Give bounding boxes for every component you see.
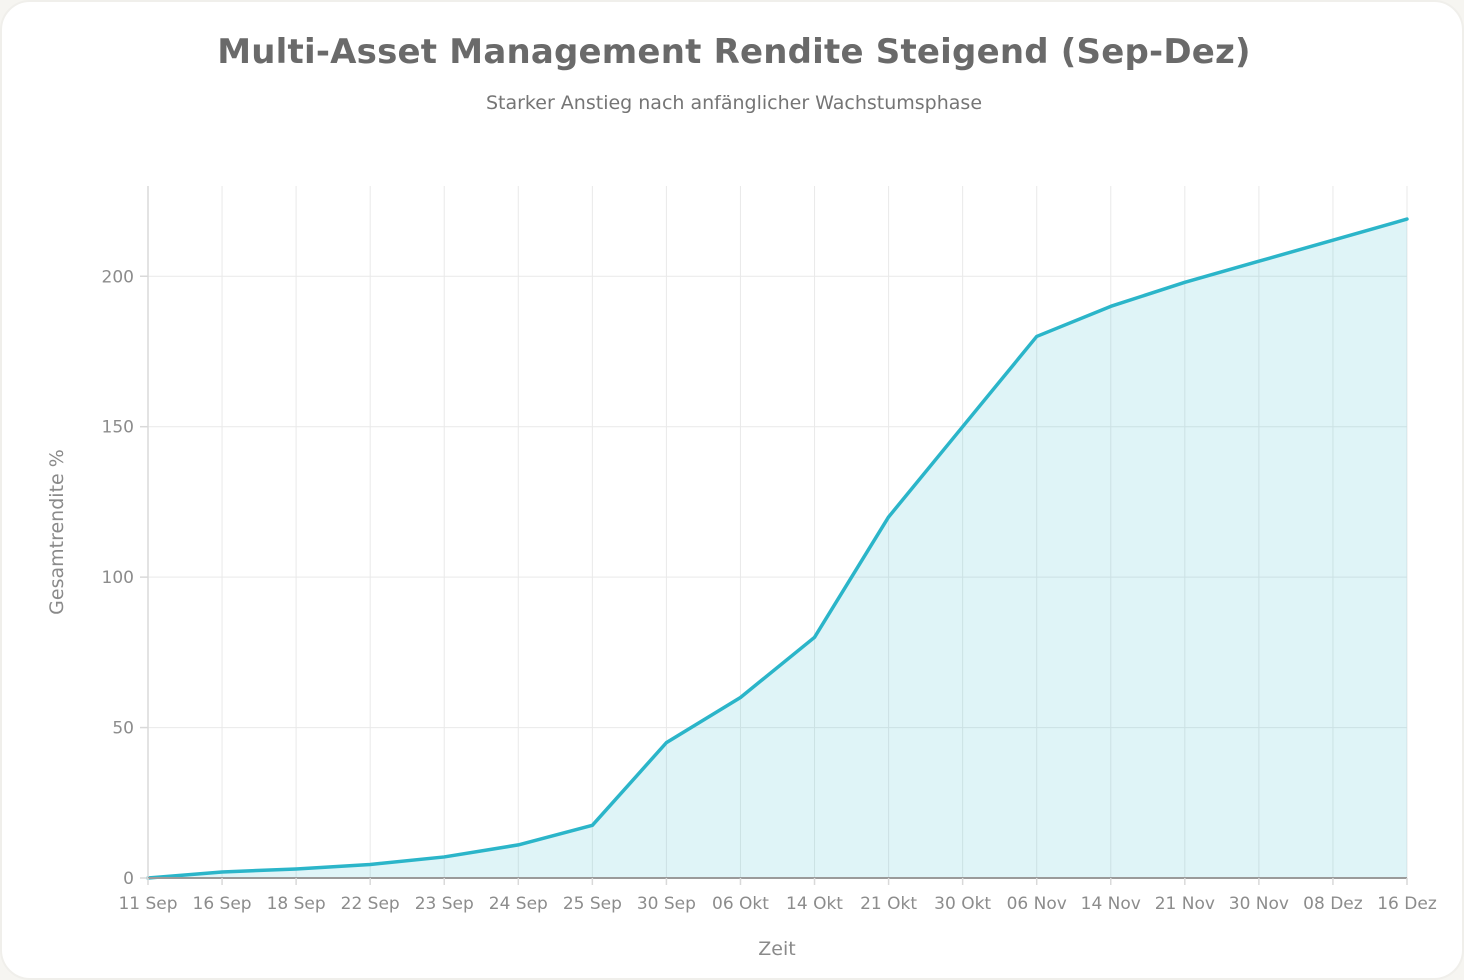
y-tick-label: 0 [123, 869, 134, 889]
y-axis-title: Gesamtrendite % [46, 449, 68, 615]
x-tick-label: 16 Dez [1377, 894, 1437, 914]
x-tick-label: 22 Sep [341, 894, 400, 914]
x-tick-label: 21 Nov [1155, 894, 1215, 914]
chart-title: Multi-Asset Management Rendite Steigend … [217, 32, 1251, 72]
y-tick-label: 100 [102, 568, 134, 588]
area-fill [148, 219, 1407, 879]
x-tick-label: 16 Sep [193, 894, 252, 914]
x-tick-label: 14 Okt [786, 894, 843, 914]
x-tick-label: 25 Sep [563, 894, 622, 914]
x-tick-label: 11 Sep [118, 894, 177, 914]
y-tick-label: 50 [112, 719, 134, 739]
x-tick-label: 18 Sep [267, 894, 326, 914]
x-tick-label: 08 Dez [1303, 894, 1363, 914]
x-tick-label: 06 Nov [1007, 894, 1067, 914]
x-tick-label: 24 Sep [489, 894, 548, 914]
x-tick-label: 21 Okt [860, 894, 917, 914]
data-line [146, 217, 1409, 880]
x-tick-label: 30 Nov [1229, 894, 1289, 914]
y-tick-label: 200 [102, 267, 134, 287]
x-axis-title: Zeit [758, 938, 796, 960]
x-tick-label: 06 Okt [712, 894, 769, 914]
y-tick-label: 150 [102, 418, 134, 438]
x-tick-label: 30 Okt [934, 894, 991, 914]
x-tick-label: 23 Sep [415, 894, 474, 914]
x-tick-label: 14 Nov [1081, 894, 1141, 914]
x-tick-label: 30 Sep [637, 894, 696, 914]
chart-subtitle: Starker Anstieg nach anfänglicher Wachst… [485, 92, 983, 114]
